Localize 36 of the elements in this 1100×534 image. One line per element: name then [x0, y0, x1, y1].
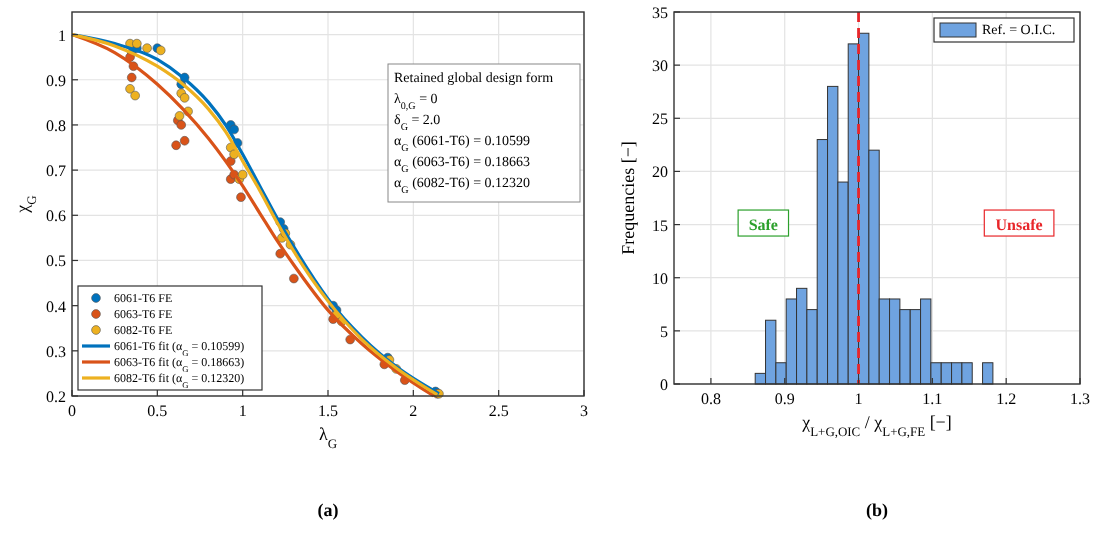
y-tick-label: 0: [660, 376, 668, 394]
y-tick-label: 0.8: [46, 116, 66, 135]
y-tick-label: 0.9: [46, 71, 66, 90]
y-tick-label: 5: [660, 322, 668, 341]
x-tick-label: 1.1: [922, 390, 943, 408]
x-tick-label: 1: [854, 390, 863, 408]
y-axis-title: Frequencies [−]: [618, 141, 638, 255]
y-tick-label: 0.3: [46, 342, 66, 361]
text: (a): [317, 500, 339, 520]
y-tick-label: 30: [652, 57, 668, 76]
annotation: Unsafe: [995, 216, 1044, 235]
x-tick-label: 2.5: [488, 402, 509, 420]
y-tick-label: 0.6: [46, 207, 66, 226]
x-tick-label: 0.5: [147, 402, 168, 420]
y-tick-label: 1: [58, 26, 66, 45]
y-tick-label: 15: [652, 216, 668, 235]
x-tick-label: 0.8: [700, 390, 721, 408]
x-tick-label: 0.9: [774, 390, 795, 408]
y-tick-label: 0.2: [46, 388, 66, 406]
x-axis-title: λ$_{G}$: [318, 424, 338, 451]
y-tick-label: 0.4: [46, 297, 66, 316]
x-tick-label: 2: [409, 402, 418, 420]
x-tick-label: 3: [580, 402, 588, 420]
y-tick-label: 20: [652, 163, 668, 182]
y-tick-label: 0.5: [46, 252, 66, 271]
x-tick-label: 1.5: [318, 402, 338, 420]
x-tick-label: 1: [238, 402, 247, 420]
annotation: Safe: [748, 216, 779, 235]
y-tick-label: 10: [652, 269, 668, 288]
y-tick-label: 25: [652, 110, 668, 129]
x-tick-label: 1.2: [996, 390, 1017, 408]
x-tick-label: 1.3: [1070, 390, 1090, 408]
x-axis-title: χ$_{L+G,OIC}$ / χ$_{L+G,FE}$ [−]: [800, 412, 952, 439]
text: (b): [866, 500, 888, 520]
y-tick-label: 0.7: [46, 162, 66, 181]
y-tick-label: 35: [652, 4, 668, 22]
